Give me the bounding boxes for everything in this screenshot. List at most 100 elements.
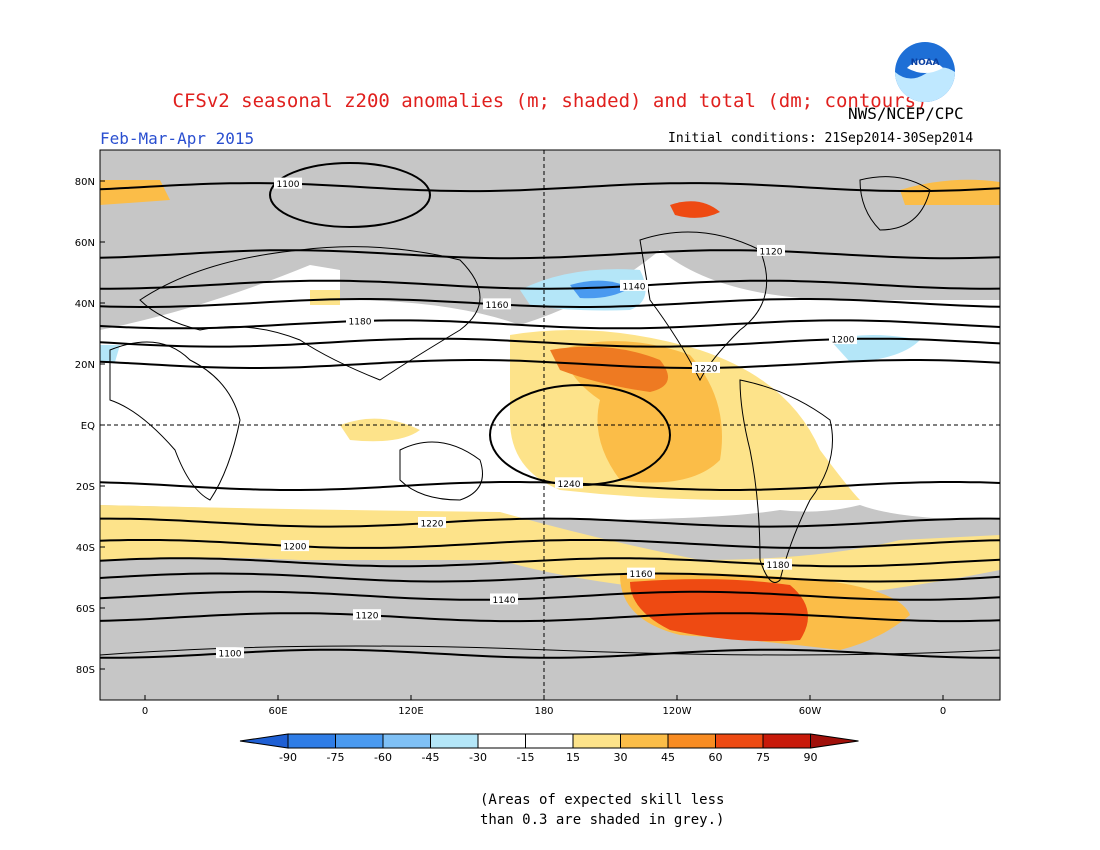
- colorbar-tick-label: 75: [756, 751, 770, 764]
- contour-label-bg: [829, 333, 857, 345]
- longitude-axis: 0 60E 120E 180 120W 60W 0: [142, 695, 946, 717]
- contour-label: 1200: [832, 336, 855, 346]
- contour-label: 1160: [486, 301, 509, 311]
- contour-line: [100, 648, 1000, 659]
- greenland-outline: [859, 176, 931, 231]
- colorbar-tick-label: -15: [517, 751, 535, 764]
- colorbar-segment: [762, 733, 811, 749]
- contour-label: 1100: [277, 180, 300, 190]
- agency-label: NWS/NCEP/CPC: [848, 104, 964, 123]
- contour-label: 1180: [349, 317, 372, 327]
- contour-label-bg: [281, 540, 309, 552]
- colorbar-tick-label: -45: [422, 751, 440, 764]
- australia-outline: [399, 441, 483, 501]
- noaa-logo-icon: NOAA: [895, 42, 955, 102]
- colorbar-segment: [667, 733, 716, 749]
- anomaly-15-30-asia: [310, 290, 340, 305]
- lat-label: 60N: [75, 238, 95, 249]
- contour-line: [100, 319, 1000, 330]
- lat-label: 80S: [76, 665, 95, 676]
- colorbar-tick-label: -75: [327, 751, 345, 764]
- contour-line: [100, 517, 1000, 528]
- contour-line: [100, 359, 1000, 369]
- colorbar-tick-label: 90: [804, 751, 818, 764]
- contour-line: [100, 279, 1000, 290]
- contour-label-bg: [764, 558, 792, 570]
- contour-label-bg: [757, 244, 785, 256]
- colorbar-tick-label: -30: [469, 751, 487, 764]
- contour-label: 1140: [623, 282, 646, 292]
- contour-label: 1140: [493, 596, 516, 606]
- contour-label-bg: [216, 647, 244, 659]
- colorbar: -90 -75 -60 -45 -30 -15 15 30 45 60 75 90: [239, 733, 859, 764]
- anomaly-15-30-south: [100, 505, 1000, 600]
- contour-label-bg: [490, 593, 518, 605]
- contour-label-bg: [555, 477, 583, 489]
- contour-line: [100, 572, 1000, 583]
- skill-note-line2: than 0.3 are shaded in grey.): [480, 812, 725, 828]
- north-america-outline: [639, 231, 768, 382]
- colorbar-segment: [572, 733, 621, 749]
- lon-label: 120W: [663, 706, 692, 717]
- contour-label-bg: [346, 314, 374, 326]
- lat-label: 20S: [76, 482, 95, 493]
- colorbar-segment: [715, 733, 764, 749]
- anomaly-75-southern-ocean: [630, 579, 808, 642]
- anomaly-15-30-indonesia: [340, 418, 420, 442]
- south-america-outline: [739, 379, 833, 583]
- contour-line: [100, 590, 1000, 601]
- contour-label-bg: [483, 298, 511, 310]
- lat-label: 40S: [76, 543, 95, 554]
- contour-label: 1220: [421, 519, 444, 529]
- contour-line: [100, 612, 1000, 623]
- latitude-axis: 80N 60N 40N 20N EQ 20S 40S 60S 80S: [75, 177, 105, 676]
- svg-text:NOAA: NOAA: [911, 58, 940, 68]
- contour-line: [100, 539, 1000, 549]
- colorbar-arrow-low: [239, 733, 289, 749]
- forecast-period: Feb-Mar-Apr 2015: [100, 129, 255, 148]
- lat-label: 60S: [76, 604, 95, 615]
- contour-label-bg: [418, 516, 446, 528]
- lon-label: 60E: [268, 706, 287, 717]
- contour-label: 1200: [284, 543, 307, 553]
- colorbar-arrow-high: [810, 733, 859, 749]
- skill-note-line1: (Areas of expected skill less: [480, 792, 725, 808]
- contour-labels: 1100 1120 1140 1160 1180 1200 1220 1240 1220 1200…: [216, 177, 857, 660]
- colorbar-tick-label: 30: [614, 751, 628, 764]
- contour-line: [100, 298, 1000, 308]
- anomaly-45-arctic-east: [900, 179, 1000, 205]
- lat-label: EQ: [81, 421, 95, 432]
- anomaly-neg45-60-npacific: [570, 280, 630, 299]
- lon-label: 0: [142, 706, 148, 717]
- colorbar-tick-label: 15: [566, 751, 580, 764]
- contour-label: 1120: [760, 247, 783, 257]
- lat-label: 20N: [75, 360, 95, 371]
- anomaly-75-arctic: [670, 201, 720, 218]
- contour-label-bg: [620, 279, 648, 291]
- anomaly-60-pacific: [550, 346, 668, 392]
- lon-label: 0: [940, 706, 946, 717]
- colorbar-segment: [382, 733, 431, 749]
- colorbar-tick-label: 60: [709, 751, 723, 764]
- contour-line: [100, 249, 1000, 260]
- lat-label: 80N: [75, 177, 95, 188]
- chart-title: CFSv2 seasonal z200 anomalies (m; shaded…: [172, 90, 928, 112]
- colorbar-segment: [620, 733, 669, 749]
- contour-label: 1220: [695, 364, 718, 374]
- initial-conditions: Initial conditions: 21Sep2014-30Sep2014: [668, 131, 974, 146]
- lon-label: 180: [534, 706, 553, 717]
- contour-label-bg: [274, 177, 302, 189]
- contour-label-bg: [627, 567, 655, 579]
- contour-line: [100, 557, 1000, 568]
- colorbar-segment: [525, 733, 574, 749]
- contour-line: [100, 182, 1000, 193]
- contour-label: 1120: [356, 612, 379, 622]
- colorbar-segment: [287, 733, 336, 749]
- lon-label: 60W: [799, 706, 822, 717]
- contour-label-bg: [692, 361, 720, 373]
- colorbar-segment: [335, 733, 384, 749]
- lon-label: 120E: [398, 706, 423, 717]
- colorbar-tick-label: -60: [374, 751, 392, 764]
- colorbar-segment: [430, 733, 479, 749]
